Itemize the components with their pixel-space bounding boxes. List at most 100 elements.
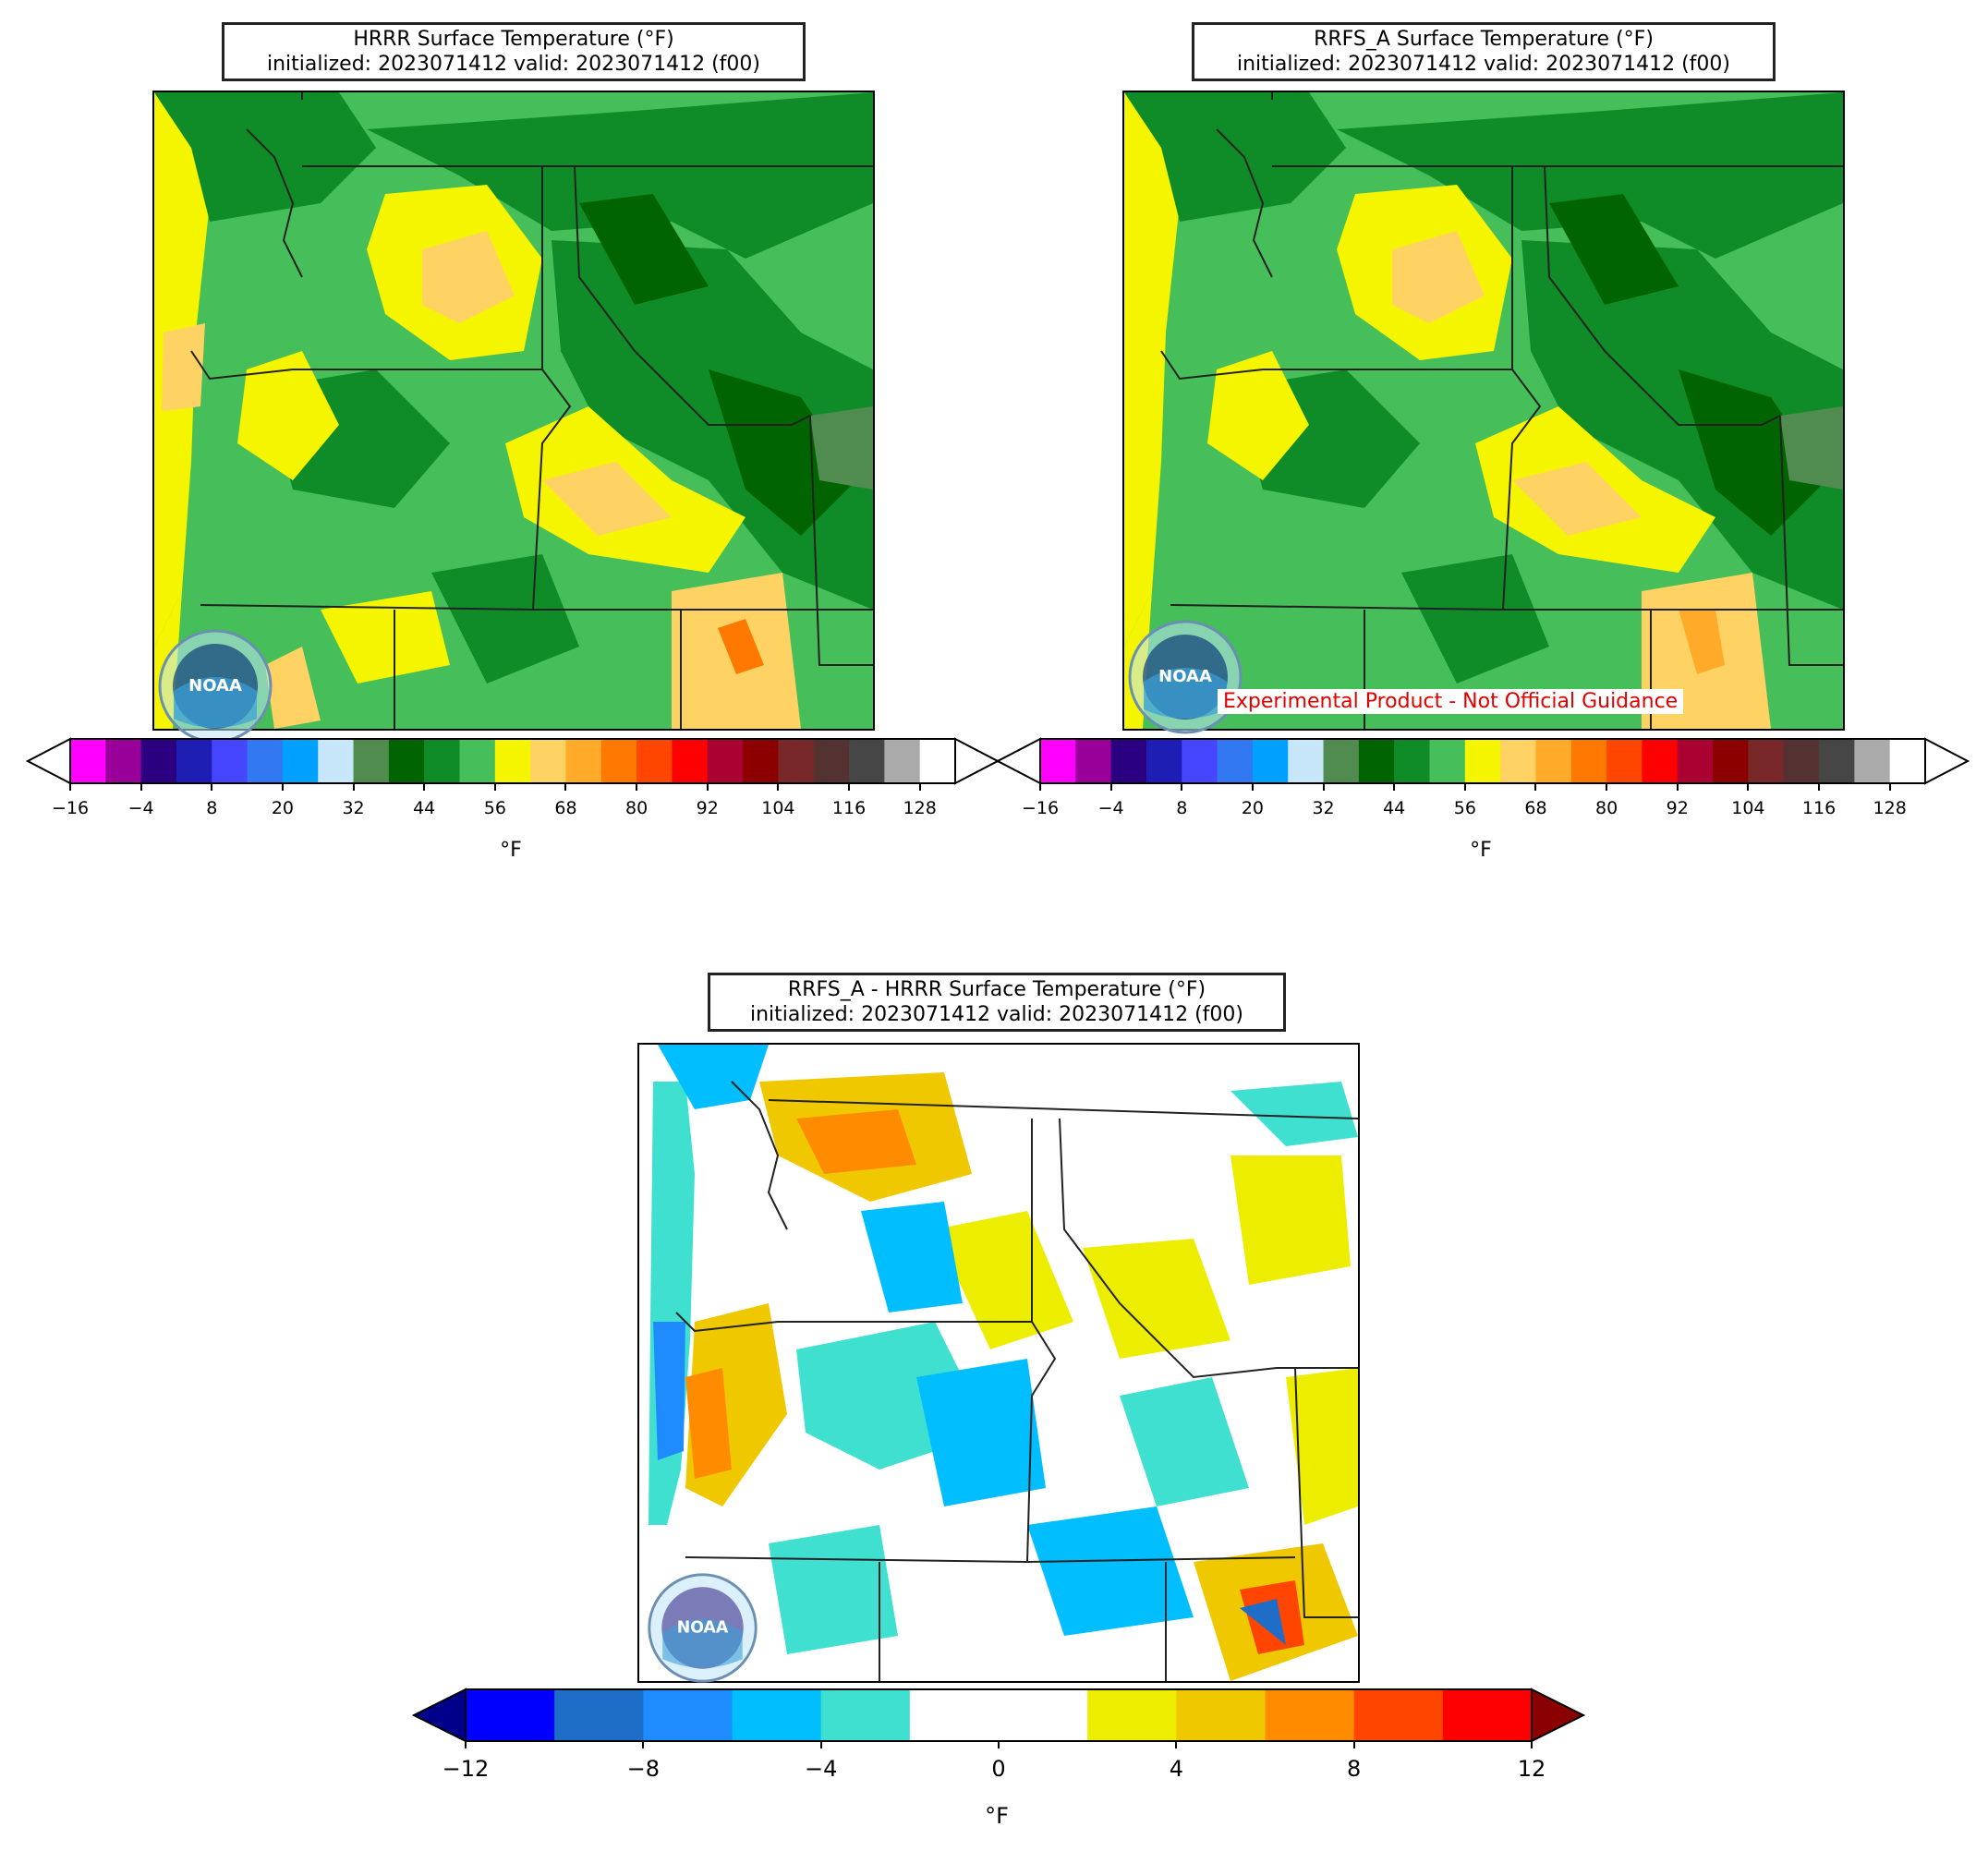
colorbar-segment [743,739,779,783]
colorbar-segment [1394,739,1431,783]
colorbar-segment [1854,739,1891,783]
diff-panel-title: RRFS_A - HRRR Surface Temperature (°F) i… [708,973,1286,1032]
colorbar-tick-label: 20 [271,798,294,818]
colorbar-segment [388,739,425,783]
colorbar-tick-mark [1676,783,1679,791]
colorbar-segment [732,1689,822,1741]
colorbar-segment [554,1689,644,1741]
colorbar-segment [212,739,248,783]
rrfs-colorbar [995,737,1970,789]
colorbar-tick-mark [777,783,780,791]
colorbar-tick-mark [918,783,921,791]
colorbar-segment [1358,739,1395,783]
colorbar-segment [530,739,567,783]
colorbar-segment [1570,739,1607,783]
colorbar-over-arrow [954,737,1000,785]
colorbar-segment [1075,739,1112,783]
colorbar-over-arrow [1531,1688,1586,1743]
colorbar-tick-label: 128 [903,798,937,818]
colorbar-tick-mark [423,783,426,791]
colorbar-tick-label: 92 [696,798,719,818]
colorbar-tick-mark [564,783,567,791]
colorbar-segment [778,739,815,783]
colorbar-segment [1748,739,1785,783]
colorbar-segment [466,1689,555,1741]
colorbar-segment [140,739,177,783]
colorbar-tick-mark [465,1741,467,1748]
colorbar-segment [565,739,602,783]
diff-colorbar-svg [411,1688,1586,1743]
colorbar-tick-label: 44 [413,798,436,818]
colorbar-tick-mark [1747,783,1750,791]
colorbar-tick-label: 12 [1517,1756,1546,1782]
hrrr-colorbar-svg [25,737,1000,785]
colorbar-tick-mark [1175,1741,1178,1748]
diff-title-line2: initialized: 2023071412 valid: 202307141… [750,1003,1243,1026]
colorbar-tick-label: 116 [831,798,867,818]
noaa-logo-icon: NOAA [648,1573,758,1683]
colorbar-frame [69,738,956,784]
colorbar-tick-label: −4 [1097,798,1124,818]
colorbar-segment [820,1689,911,1741]
colorbar-tick-mark [1039,783,1041,791]
colorbar-segment [1713,739,1749,783]
colorbar-tick-label: 8 [1347,1756,1362,1782]
hrrr-title-line2: initialized: 2023071412 valid: 202307141… [267,53,760,76]
colorbar-tick-mark [998,1741,1000,1748]
rrfs-panel-title: RRFS_A Surface Temperature (°F) initiali… [1192,22,1776,81]
colorbar-tick-label: 128 [1873,798,1907,818]
colorbar-segment [424,739,461,783]
colorbar-tick-mark [211,783,213,791]
colorbar-segment [1429,739,1466,783]
colorbar-segment [643,1689,733,1741]
colorbar-tick-label: 56 [1453,798,1476,818]
rrfs-title-line1: RRFS_A Surface Temperature (°F) [1314,28,1654,51]
colorbar-segment [318,739,355,783]
colorbar-tick-label: 20 [1241,798,1264,818]
diff-map [637,1043,1360,1683]
diff-title-line1: RRFS_A - HRRR Surface Temperature (°F) [787,978,1206,1001]
colorbar-segment [600,739,637,783]
colorbar-segment [1323,739,1360,783]
colorbar-segment [1783,739,1820,783]
colorbar-segment [1500,739,1537,783]
colorbar-segment [1642,739,1679,783]
colorbar-tick-label: 80 [625,798,649,818]
colorbar-tick-mark [1606,783,1608,791]
colorbar-segment [1677,739,1714,783]
colorbar-segment [919,739,956,783]
colorbar-segment [636,739,673,783]
noaa-logo-text: NOAA [188,676,242,696]
colorbar-tick-mark [1818,783,1821,791]
colorbar-tick-mark [1531,1741,1533,1748]
colorbar-tick-mark [139,783,142,791]
colorbar-tick-label: 0 [991,1756,1006,1782]
colorbar-segment [707,739,744,783]
colorbar-segment [1182,739,1218,783]
noaa-logo-icon: NOAA [1128,620,1242,734]
colorbar-segment [459,739,496,783]
colorbar-tick-mark [1888,783,1891,791]
colorbar-segment [1146,739,1182,783]
colorbar-segment [1353,1689,1444,1741]
colorbar-tick-mark [848,783,851,791]
colorbar-tick-label: 116 [1801,798,1836,818]
rrfs-title-line2: initialized: 2023071412 valid: 202307141… [1237,53,1730,76]
colorbar-segment [1442,1689,1533,1741]
colorbar-tick-label: 68 [554,798,577,818]
colorbar-segment [176,739,212,783]
colorbar-over-arrow [1924,737,1970,785]
hrrr-colorbar [25,737,1000,789]
experimental-product-label: Experimental Product - Not Official Guid… [1218,689,1684,714]
colorbar-tick-mark [1352,1741,1355,1748]
colorbar-tick-label: 92 [1666,798,1689,818]
colorbar-tick-mark [1109,783,1112,791]
colorbar-tick-mark [819,1741,822,1748]
rrfs-colorbar-unit: °F [1470,839,1492,862]
colorbar-tick-label: −4 [127,798,154,818]
colorbar-tick-mark [69,783,71,791]
colorbar-under-arrow [25,737,71,785]
noaa-logo-icon: NOAA [158,629,273,744]
colorbar-tick-mark [706,783,709,791]
colorbar-segment [1217,739,1254,783]
